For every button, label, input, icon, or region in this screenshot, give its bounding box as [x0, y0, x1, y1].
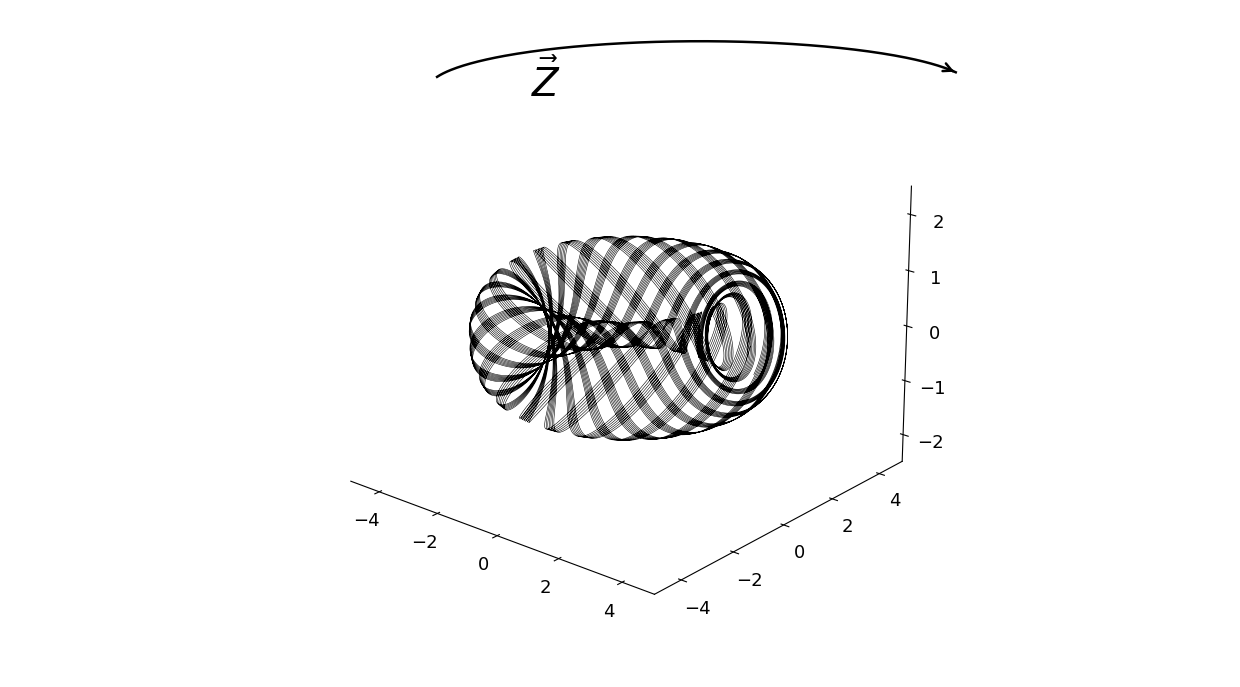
Text: $\vec{Z}$: $\vec{Z}$ — [531, 60, 560, 105]
